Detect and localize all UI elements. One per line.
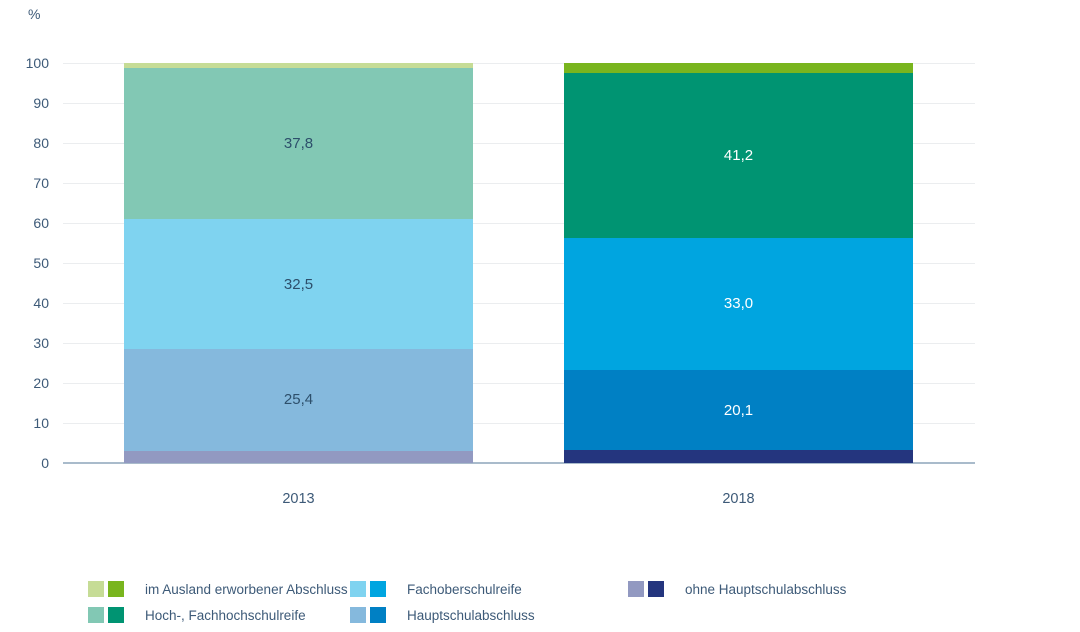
legend-swatch-2018 — [648, 581, 664, 597]
legend-swatch-2018 — [370, 607, 386, 623]
y-axis-tick-label: 80 — [33, 135, 49, 151]
gridline — [63, 382, 975, 384]
y-axis-tick-label: 40 — [33, 295, 49, 311]
gridline — [63, 422, 975, 424]
legend-label: Hoch-, Fachhochschulreife — [145, 607, 306, 623]
y-axis-tick-label: 50 — [33, 255, 49, 271]
legend-swatch-2018 — [108, 607, 124, 623]
x-axis-category-label: 2013 — [282, 491, 315, 507]
y-axis-tick-label: 30 — [33, 335, 49, 351]
bar-segment — [124, 67, 473, 219]
legend-item: ohne Hauptschulabschluss — [628, 581, 846, 597]
legend-label: Hauptschulabschluss — [407, 607, 535, 623]
y-axis-tick-label: 60 — [33, 215, 49, 231]
gridline — [63, 182, 975, 184]
segment-value-label: 33,0 — [723, 295, 754, 313]
legend-item: im Ausland erworbener Abschluss — [88, 581, 348, 597]
segment-value-label: 37,8 — [283, 134, 314, 152]
bar-segment — [564, 73, 913, 238]
y-axis-tick-label: 20 — [33, 375, 49, 391]
gridline — [63, 302, 975, 304]
gridline — [63, 102, 975, 104]
legend-swatch-2013 — [628, 581, 644, 597]
bar-group-2013: 25,4 32,5 37,8 — [124, 63, 473, 463]
plot-area: 0 10 20 30 40 50 60 70 80 90 100 25,4 32,5 37,8 2013 20… — [26, 56, 975, 507]
legend-item: Fachoberschulreife — [350, 581, 522, 597]
legend-label: im Ausland erworbener Abschluss — [145, 581, 348, 597]
legend-swatch-2013 — [88, 607, 104, 623]
x-axis-baseline — [63, 462, 975, 464]
x-axis-category-label: 2018 — [722, 491, 755, 507]
legend-label: Fachoberschulreife — [407, 581, 522, 597]
bar-segment — [124, 450, 473, 463]
y-axis-tick-label: 0 — [41, 455, 49, 471]
legend-swatch-2013 — [88, 581, 104, 597]
gridline — [63, 342, 975, 344]
legend-item: Hauptschulabschluss — [350, 607, 535, 623]
bar-segment — [124, 63, 473, 68]
bar-segment — [124, 219, 473, 349]
gridline — [63, 62, 975, 64]
segment-value-label: 41,2 — [723, 146, 754, 164]
bar-group-2018: 20,1 33,0 41,2 — [564, 63, 913, 463]
legend-swatch-2018 — [370, 581, 386, 597]
y-axis-tick-label: 10 — [33, 415, 49, 431]
y-axis-unit-label: % — [28, 6, 41, 22]
segment-value-label: 25,4 — [283, 391, 314, 409]
legend-label: ohne Hauptschulabschluss — [685, 581, 847, 597]
segment-value-label: 20,1 — [723, 401, 754, 419]
chart-legend: im Ausland erworbener Abschluss Hoch-, Fa… — [0, 579, 1080, 632]
bar-segment — [124, 349, 473, 451]
bar-segment — [564, 369, 913, 451]
gridline — [63, 262, 975, 264]
legend-item: Hoch-, Fachhochschulreife — [88, 607, 306, 623]
y-axis-tick-label: 100 — [25, 55, 49, 71]
gridline — [63, 142, 975, 144]
bar-segment — [564, 450, 913, 463]
bar-segment — [564, 63, 913, 73]
segment-value-label: 32,5 — [283, 275, 314, 293]
y-axis-tick-label: 70 — [33, 175, 49, 191]
legend-swatch-2013 — [350, 581, 366, 597]
bar-segment — [564, 237, 913, 370]
legend-swatch-2013 — [350, 607, 366, 623]
legend-swatch-2018 — [108, 581, 124, 597]
gridline — [63, 222, 975, 224]
y-axis-tick-label: 90 — [33, 95, 49, 111]
